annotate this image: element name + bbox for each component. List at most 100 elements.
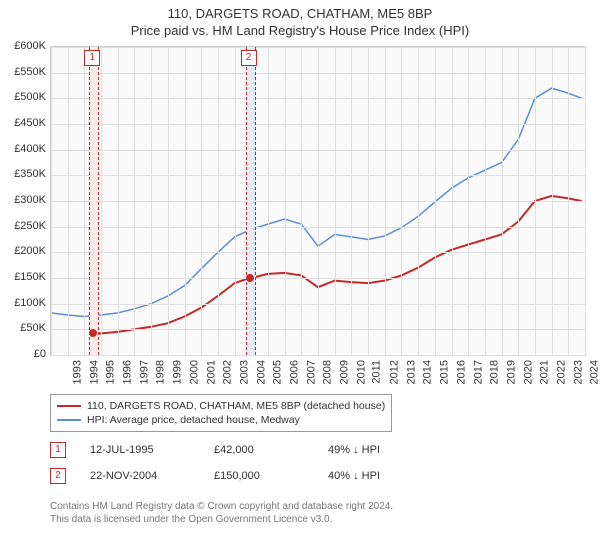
xtick-label: 2002 — [222, 360, 234, 384]
legend-item: 110, DARGETS ROAD, CHATHAM, ME5 8BP (det… — [57, 399, 385, 413]
ytick-label: £550K — [4, 66, 46, 78]
xtick-label: 2019 — [505, 360, 517, 384]
sale-info-row: 1 12-JUL-1995 £42,000 49% ↓ HPI — [50, 442, 380, 458]
xtick-label: 2020 — [522, 360, 534, 384]
xtick-label: 1999 — [172, 360, 184, 384]
xtick-label: 1997 — [138, 360, 150, 384]
sale-price: £150,000 — [214, 470, 304, 482]
x-gridline — [452, 47, 453, 355]
xtick-label: 2005 — [272, 360, 284, 384]
xtick-label: 2001 — [205, 360, 217, 384]
x-gridline — [285, 47, 286, 355]
sale-marker: 2 — [50, 468, 66, 484]
sale-delta: 49% ↓ HPI — [328, 444, 380, 456]
xtick-label: 2010 — [355, 360, 367, 384]
x-gridline — [585, 47, 586, 355]
x-gridline — [502, 47, 503, 355]
x-gridline — [368, 47, 369, 355]
xtick-label: 2003 — [238, 360, 250, 384]
xtick-label: 1998 — [155, 360, 167, 384]
legend-swatch — [57, 419, 81, 421]
sale-point — [246, 274, 254, 282]
x-gridline — [51, 47, 52, 355]
x-gridline — [151, 47, 152, 355]
x-gridline — [535, 47, 536, 355]
sale-info-row: 222-NOV-2004£150,00040% ↓ HPI — [50, 468, 380, 484]
ytick-label: £300K — [4, 194, 46, 206]
xtick-label: 2009 — [338, 360, 350, 384]
ytick-label: £200K — [4, 245, 46, 257]
ytick-label: £150K — [4, 271, 46, 283]
xtick-label: 2012 — [389, 360, 401, 384]
x-gridline — [385, 47, 386, 355]
ytick-label: £450K — [4, 117, 46, 129]
x-gridline — [335, 47, 336, 355]
sale-marker: 1 — [50, 442, 66, 458]
xtick-label: 1996 — [122, 360, 134, 384]
x-gridline — [101, 47, 102, 355]
x-gridline — [518, 47, 519, 355]
legend-label: HPI: Average price, detached house, Medw… — [87, 414, 300, 426]
x-gridline — [201, 47, 202, 355]
xtick-label: 2015 — [439, 360, 451, 384]
x-gridline — [134, 47, 135, 355]
x-gridline — [351, 47, 352, 355]
xtick-label: 2024 — [589, 360, 600, 384]
legend-label: 110, DARGETS ROAD, CHATHAM, ME5 8BP (det… — [87, 400, 385, 412]
ytick-label: £600K — [4, 40, 46, 52]
xtick-label: 2021 — [539, 360, 551, 384]
xtick-label: 1994 — [88, 360, 100, 384]
x-gridline — [318, 47, 319, 355]
footer-line-1: Contains HM Land Registry data © Crown c… — [50, 500, 393, 513]
chart-subtitle: Price paid vs. HM Land Registry's House … — [0, 23, 600, 42]
xtick-label: 1995 — [105, 360, 117, 384]
plot-area — [50, 46, 586, 356]
sale-band — [89, 47, 99, 355]
sale-date: 12-JUL-1995 — [90, 444, 190, 456]
ytick-label: £400K — [4, 143, 46, 155]
series-property — [93, 196, 582, 334]
x-gridline — [168, 47, 169, 355]
ytick-label: £100K — [4, 297, 46, 309]
x-gridline — [435, 47, 436, 355]
x-gridline — [118, 47, 119, 355]
xtick-label: 2007 — [305, 360, 317, 384]
y-gridline — [51, 355, 585, 356]
ytick-label: £350K — [4, 168, 46, 180]
x-gridline — [84, 47, 85, 355]
x-gridline — [68, 47, 69, 355]
chart-title: 110, DARGETS ROAD, CHATHAM, ME5 8BP — [0, 0, 600, 23]
xtick-label: 1993 — [71, 360, 83, 384]
xtick-label: 2014 — [422, 360, 434, 384]
xtick-label: 2000 — [188, 360, 200, 384]
sale-marker: 2 — [241, 50, 257, 66]
ytick-label: £500K — [4, 91, 46, 103]
sale-marker: 1 — [84, 50, 100, 66]
xtick-label: 2011 — [371, 360, 383, 384]
x-gridline — [468, 47, 469, 355]
x-gridline — [218, 47, 219, 355]
x-gridline — [568, 47, 569, 355]
x-gridline — [235, 47, 236, 355]
xtick-label: 2016 — [455, 360, 467, 384]
ytick-label: £0 — [4, 348, 46, 360]
sale-band — [246, 47, 256, 355]
sale-point — [89, 329, 97, 337]
footer-line-2: This data is licensed under the Open Gov… — [50, 513, 393, 526]
x-gridline — [268, 47, 269, 355]
sale-delta: 40% ↓ HPI — [328, 470, 380, 482]
x-gridline — [418, 47, 419, 355]
xtick-label: 2023 — [572, 360, 584, 384]
xtick-label: 2006 — [288, 360, 300, 384]
attribution-footer: Contains HM Land Registry data © Crown c… — [50, 500, 393, 526]
ytick-label: £50K — [4, 322, 46, 334]
legend-item: HPI: Average price, detached house, Medw… — [57, 413, 385, 427]
xtick-label: 2017 — [472, 360, 484, 384]
chart-legend: 110, DARGETS ROAD, CHATHAM, ME5 8BP (det… — [50, 394, 392, 432]
sale-price: £42,000 — [214, 444, 304, 456]
legend-swatch — [57, 405, 81, 407]
xtick-label: 2004 — [255, 360, 267, 384]
x-gridline — [485, 47, 486, 355]
x-gridline — [552, 47, 553, 355]
chart-container: 110, DARGETS ROAD, CHATHAM, ME5 8BP Pric… — [0, 0, 600, 560]
